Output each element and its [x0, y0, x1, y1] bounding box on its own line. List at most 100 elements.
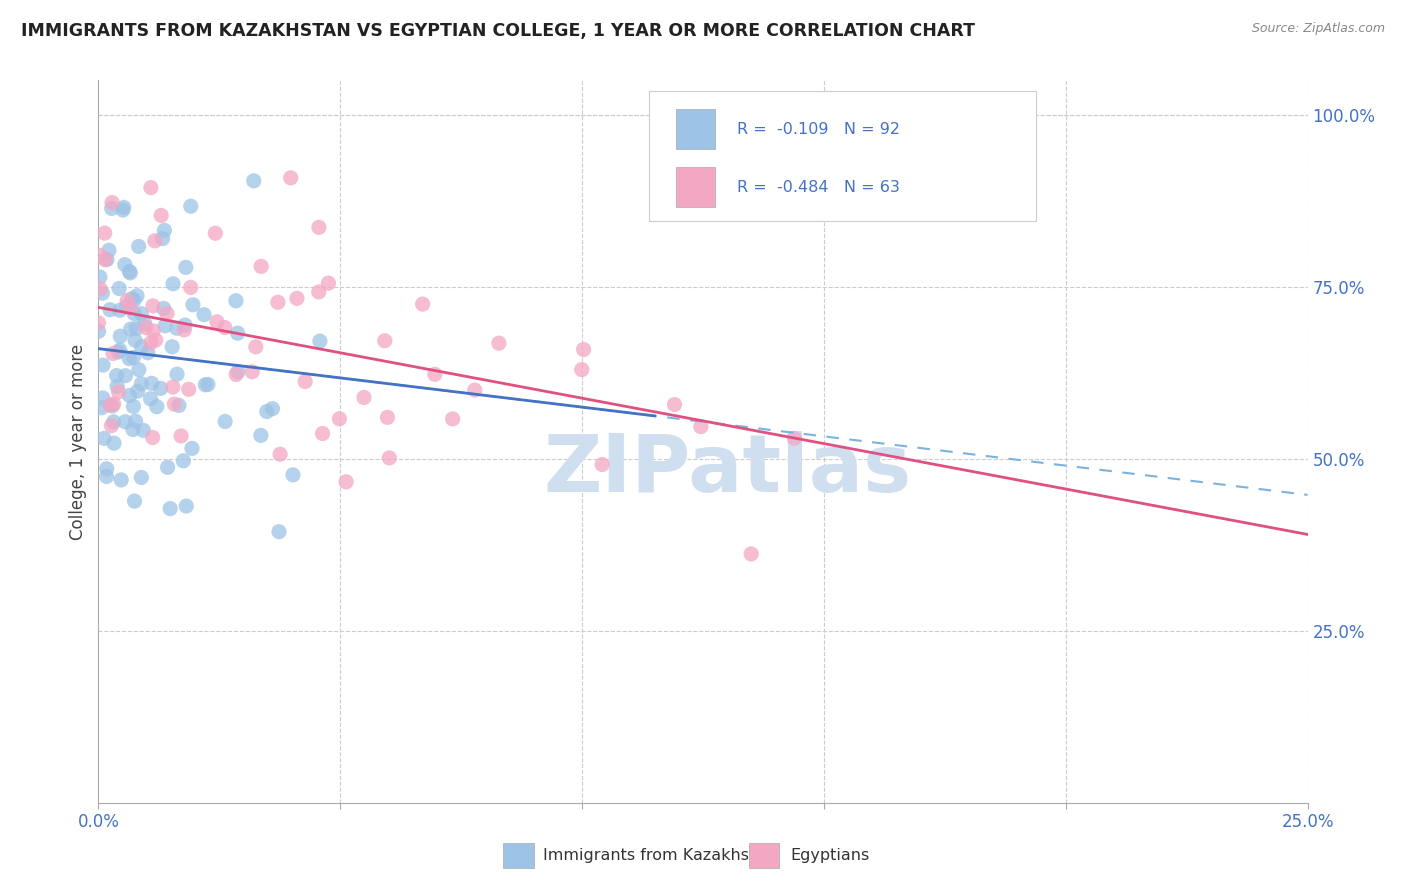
Point	[159, 501, 181, 516]
Point	[98, 302, 121, 317]
Bar	[503, 843, 534, 868]
Point	[122, 351, 145, 365]
Point	[280, 170, 302, 185]
Point	[571, 362, 593, 376]
Point	[110, 473, 132, 487]
Point	[91, 358, 114, 372]
Point	[90, 401, 112, 415]
Point	[139, 335, 162, 350]
Point	[87, 316, 110, 330]
Point	[124, 333, 146, 347]
Point	[250, 428, 273, 442]
Point	[308, 285, 330, 299]
Point	[94, 252, 117, 267]
Point	[170, 429, 193, 443]
Point	[139, 392, 162, 406]
Point	[572, 343, 595, 357]
Point	[111, 202, 134, 217]
Point	[423, 368, 446, 382]
Point	[108, 303, 131, 318]
Point	[142, 299, 165, 313]
Point	[177, 382, 200, 396]
Bar	[749, 843, 779, 868]
Point	[153, 223, 176, 237]
Point	[93, 431, 115, 445]
Point	[131, 470, 153, 484]
Point	[120, 322, 142, 336]
Point	[197, 377, 219, 392]
Point	[150, 208, 173, 222]
Point	[256, 404, 278, 418]
Point	[166, 321, 188, 335]
Point	[262, 401, 284, 416]
Point	[112, 201, 135, 215]
Point	[89, 248, 111, 262]
Point	[374, 334, 396, 348]
Point	[101, 346, 124, 360]
Point	[146, 400, 169, 414]
Point	[124, 414, 146, 428]
Point	[100, 202, 122, 216]
Point	[142, 430, 165, 444]
Point	[226, 365, 249, 379]
Point	[101, 195, 124, 210]
Point	[124, 494, 146, 508]
Point	[205, 315, 228, 329]
Point	[93, 226, 115, 240]
Point	[204, 226, 226, 240]
Text: R =  -0.109   N = 92: R = -0.109 N = 92	[737, 122, 900, 136]
Point	[128, 362, 150, 376]
Point	[353, 391, 375, 405]
Point	[127, 384, 149, 399]
Point	[174, 499, 197, 513]
Text: R =  -0.484   N = 63: R = -0.484 N = 63	[737, 179, 900, 194]
Point	[121, 292, 143, 306]
Point	[108, 343, 131, 357]
Point	[122, 400, 145, 414]
Point	[105, 368, 128, 383]
Point	[96, 469, 118, 483]
Point	[245, 340, 267, 354]
Point	[285, 291, 308, 305]
Point	[281, 467, 304, 482]
Point	[328, 411, 350, 425]
Point	[308, 220, 330, 235]
Point	[114, 368, 136, 383]
Point	[311, 426, 333, 441]
Point	[87, 324, 110, 338]
Point	[89, 282, 111, 296]
Point	[214, 415, 236, 429]
Point	[162, 380, 184, 394]
Point	[118, 388, 141, 402]
Point	[226, 326, 249, 340]
Point	[225, 293, 247, 308]
Point	[136, 345, 159, 359]
Point	[98, 398, 121, 412]
Bar	[676, 109, 716, 149]
Point	[96, 252, 118, 267]
Point	[591, 458, 613, 472]
Point	[783, 431, 806, 445]
Bar	[676, 167, 716, 207]
Point	[122, 423, 145, 437]
Y-axis label: College, 1 year or more: College, 1 year or more	[69, 343, 87, 540]
Point	[152, 301, 174, 316]
Point	[91, 391, 114, 405]
Point	[377, 410, 399, 425]
Point	[125, 321, 148, 335]
Point	[242, 174, 264, 188]
Point	[97, 244, 120, 258]
Point	[149, 381, 172, 395]
Point	[100, 418, 122, 433]
Point	[193, 308, 215, 322]
Point	[107, 345, 129, 359]
Text: ZIPatlas: ZIPatlas	[543, 432, 911, 509]
Point	[131, 307, 153, 321]
FancyBboxPatch shape	[648, 91, 1035, 221]
Point	[214, 320, 236, 334]
Point	[118, 351, 141, 366]
Point	[166, 367, 188, 381]
Point	[153, 318, 176, 333]
Point	[131, 376, 153, 391]
Point	[318, 276, 340, 290]
